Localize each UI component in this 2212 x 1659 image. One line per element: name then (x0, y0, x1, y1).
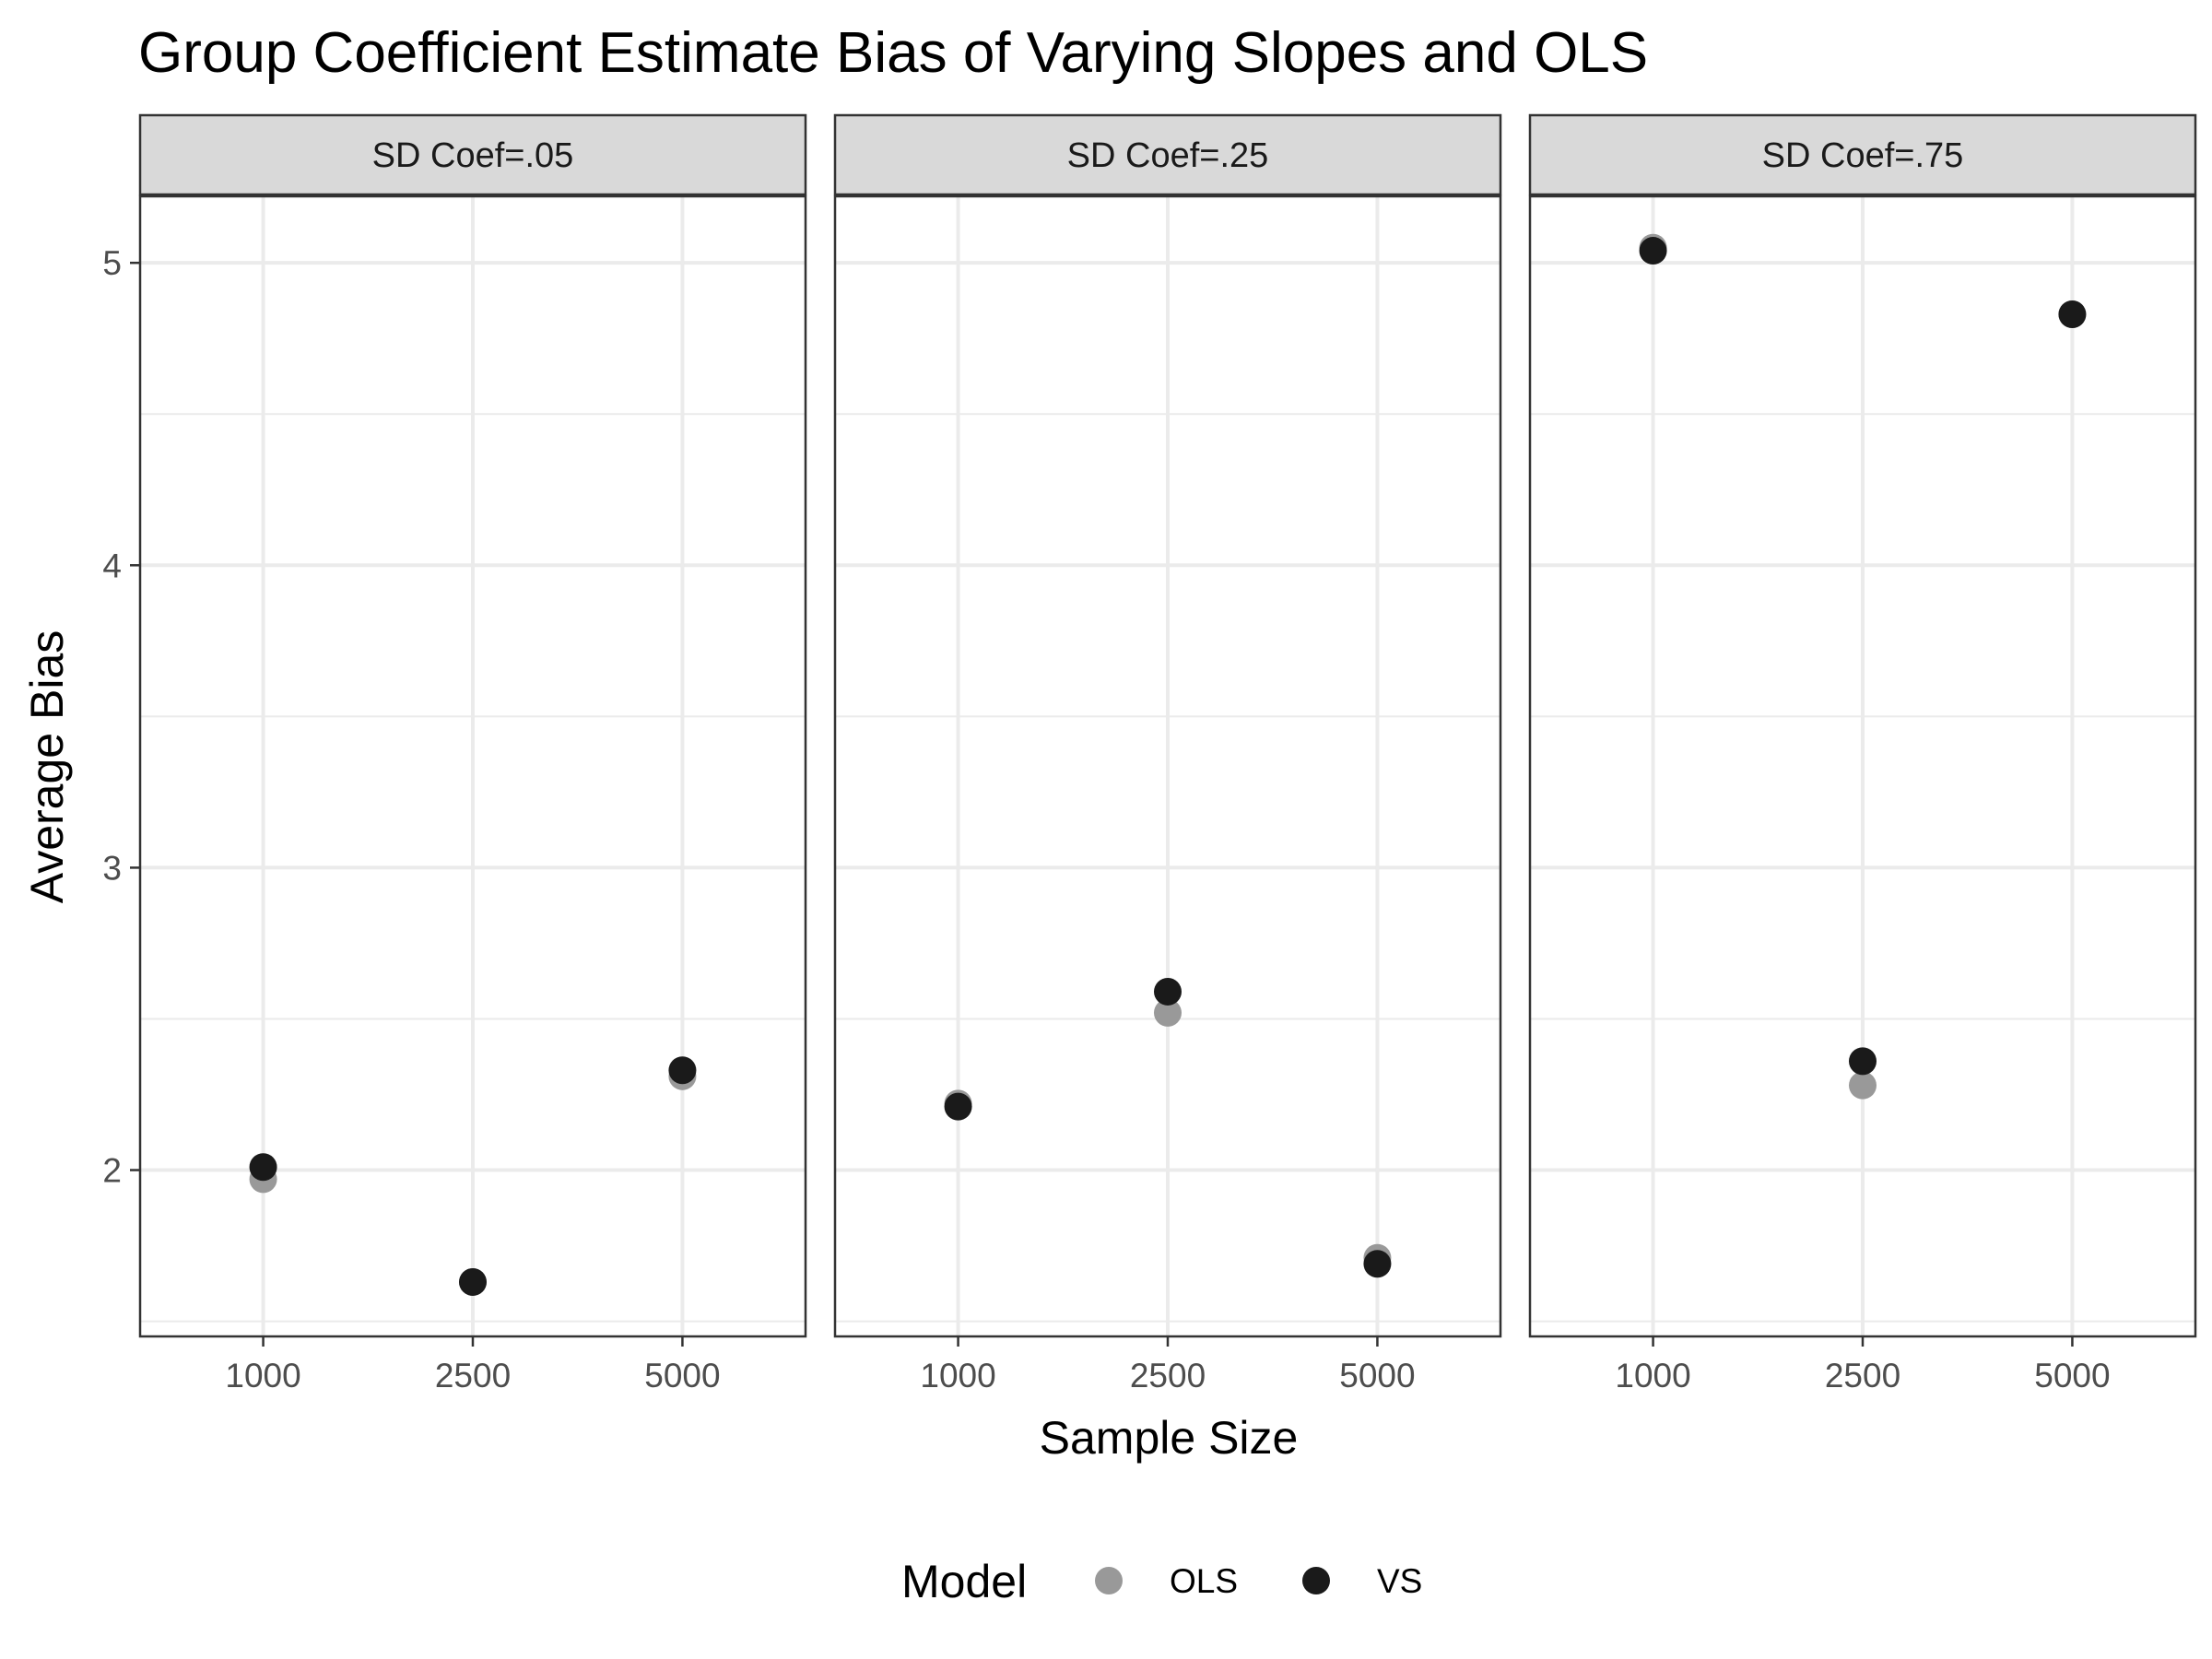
data-point-vs (2058, 300, 2087, 328)
x-axis-title: Sample Size (1040, 1412, 1299, 1464)
facet-panel: SD Coef=.75 1000 2500 5000 (1528, 113, 2197, 1394)
facet-strip-label: SD Coef=.25 (1067, 136, 1269, 175)
facet-strip (138, 113, 807, 196)
y-tick-label: 2 (102, 1152, 122, 1190)
data-point-vs (1363, 1250, 1392, 1278)
x-tick-label: 5000 (1339, 1357, 1415, 1394)
facet-panel: SD Coef=.25 1000 2500 5000 (833, 113, 1502, 1394)
data-point-ols (1849, 1071, 1877, 1100)
x-tick-label: 2500 (1130, 1357, 1206, 1394)
data-point-ols (1154, 998, 1182, 1027)
facet-strip (1528, 113, 2197, 196)
legend-key-ols (1095, 1567, 1123, 1594)
x-tick-label: 1000 (225, 1357, 300, 1394)
legend: Model OLS VS (901, 1556, 1422, 1607)
data-point-vs (1849, 1047, 1877, 1076)
facet-strip (833, 113, 1502, 196)
y-tick-label: 3 (102, 849, 122, 887)
legend-title: Model (901, 1556, 1027, 1607)
legend-label-vs: VS (1377, 1562, 1422, 1600)
data-point-vs (249, 1153, 277, 1182)
y-tick-label: 4 (102, 547, 122, 584)
x-tick-label: 2500 (435, 1357, 511, 1394)
data-point-vs (944, 1092, 972, 1121)
facet-panels: SD Coef=.05 1000 2500 5000 2 3 4 5 SD Coef=.25 10… (102, 113, 2197, 1394)
legend-key-vs (1302, 1567, 1330, 1594)
data-point-vs (459, 1267, 487, 1296)
x-tick-label: 2500 (1825, 1357, 1900, 1394)
data-point-vs (1639, 237, 1667, 265)
x-tick-label: 1000 (920, 1357, 995, 1394)
data-point-vs (668, 1056, 697, 1085)
y-axis-title: Average Bias (21, 630, 73, 903)
chart-title: Group Coefficient Estimate Bias of Varyi… (138, 21, 1648, 85)
x-tick-label: 5000 (2034, 1357, 2110, 1394)
facet-strip-label: SD Coef=.75 (1762, 136, 1964, 175)
x-tick-label: 5000 (644, 1357, 720, 1394)
facet-strip-label: SD Coef=.05 (372, 136, 574, 175)
facet-panel: SD Coef=.05 1000 2500 5000 2 3 4 5 (102, 113, 807, 1394)
x-tick-label: 1000 (1615, 1357, 1690, 1394)
legend-label-ols: OLS (1170, 1562, 1238, 1600)
data-point-vs (1154, 977, 1182, 1006)
y-tick-label: 5 (102, 244, 122, 282)
